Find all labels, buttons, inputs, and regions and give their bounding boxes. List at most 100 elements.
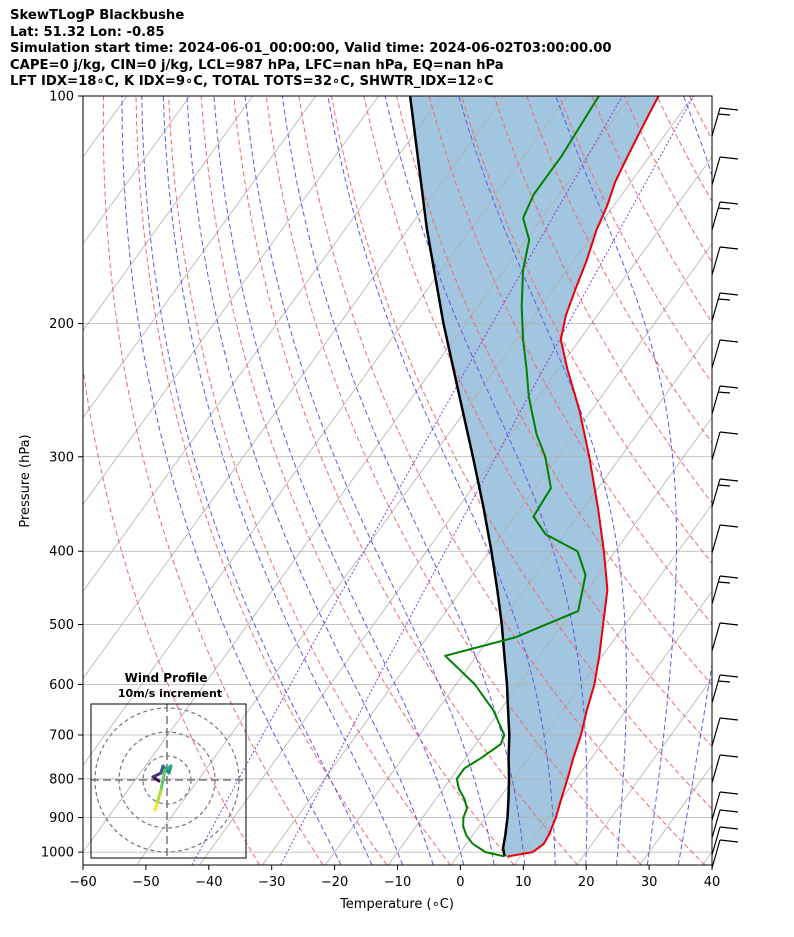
x-tick-label: −60 [69,875,96,890]
isotherm-line [262,243,712,865]
wind-profile-inset: Wind Profile 10m/s increment [90,671,247,859]
wind-barb [711,791,739,821]
wind-barb [711,674,739,704]
wind-barb [711,575,739,605]
wind-barb [711,431,739,461]
adiabat-lines [83,96,794,865]
y-tick-label: 100 [49,90,74,105]
wind-barb [711,809,739,839]
y-tick-label: 700 [49,728,74,743]
dry-adiabat [102,96,324,865]
profile-lines [408,96,660,858]
moist-adiabat [186,96,434,865]
moist-adiabat [281,96,526,865]
wind-barb [711,156,739,186]
x-tick-label: −20 [321,875,348,890]
wind-barbs [711,107,739,869]
y-tick-label: 600 [49,678,74,693]
grid-lines [83,96,712,865]
hodograph-segment [153,802,159,812]
moist-adiabat [327,96,556,865]
isotherm-line [83,96,191,245]
isotherm-line [83,96,254,332]
dry-adiabat [363,96,712,748]
x-tick-label: −50 [132,875,159,890]
chart-title: SkewTLogP Blackbushe [10,8,185,23]
isotherm-line [83,96,379,506]
y-tick-label: 400 [49,545,74,560]
wind-barb [711,107,739,137]
isotherm-line [387,416,712,865]
moist-adiabat [121,96,342,865]
temperature-line [507,96,660,858]
moist-adiabat [213,96,465,865]
wind-barb [711,622,739,652]
isotherm-line [83,96,505,679]
wind-barb [711,754,739,784]
x-tick-label: 40 [704,875,721,890]
isotherm-line [83,96,631,853]
wind-barb [711,717,739,747]
wind-barb [711,524,739,554]
location-line: Lat: 51.32 Lon: -0.85 [10,24,165,40]
isotherm-line [576,677,712,865]
isotherm-line [513,590,712,865]
wind-barb [711,839,739,869]
isotherm-line [136,96,694,865]
x-axis: −60 −50 −40 −30 −20 −10 0 10 20 30 40 [69,865,720,890]
x-tick-label: 20 [578,875,595,890]
dewpoint-line [444,96,600,858]
isotherm-line [83,96,442,593]
dry-adiabat [298,96,706,865]
x-tick-label: 30 [641,875,658,890]
y-tick-label: 500 [49,618,74,633]
wind-barb [711,826,739,856]
wind-barb [711,201,739,231]
isotherm-line [702,851,712,865]
mixing-ratio-line [191,96,623,865]
isotherm-line [83,96,568,766]
dry-adiabat [135,96,388,865]
moist-adiabat [141,96,373,865]
inset-title: Wind Profile [125,671,208,685]
wind-barb [711,339,739,369]
dry-adiabat [787,96,794,865]
dry-adiabat [755,96,794,865]
x-tick-label: −40 [195,875,222,890]
y-axis: 100 200 300 400 500 600 700 800 900 1000 [41,90,83,861]
y-tick-label: 300 [49,450,74,465]
x-tick-label: 10 [515,875,532,890]
dry-adiabat [461,96,712,564]
isotherm-line [83,96,317,419]
wind-barb [711,478,739,508]
cape-fill [410,96,659,857]
mixing-ratio-line [280,96,695,865]
dry-adiabat [200,96,515,865]
dry-adiabat [168,96,451,865]
dry-adiabat [83,364,261,865]
y-tick-label: 1000 [41,846,74,861]
x-axis-label: Temperature (∘C) [339,897,454,912]
hodograph-segment [155,788,163,806]
cape-fill-area [410,96,659,857]
time-line: Simulation start time: 2024-06-01_00:00:… [10,41,612,56]
dry-adiabat [265,96,642,865]
x-tick-label: 0 [456,875,464,890]
moist-adiabat [384,96,588,865]
parcel-profile-line [408,96,511,857]
y-tick-label: 800 [49,772,74,787]
dry-adiabat [396,96,712,686]
dry-adiabat [526,96,712,444]
indices-line-1: CAPE=0 j/kg, CIN=0 j/kg, LCL=987 hPa, LF… [10,57,504,73]
chart-header: SkewTLogP Blackbushe Lat: 51.32 Lon: -0.… [10,8,612,91]
moist-adiabat [162,96,404,865]
y-axis-label: Pressure (hPa) [18,434,33,527]
y-tick-label: 200 [49,317,74,332]
dry-adiabat [330,96,712,810]
inset-subtitle: 10m/s increment [118,687,222,700]
wind-barb [711,292,739,322]
x-tick-label: −10 [384,875,411,890]
hodograph-segment [159,768,167,792]
plot-area [83,96,712,865]
